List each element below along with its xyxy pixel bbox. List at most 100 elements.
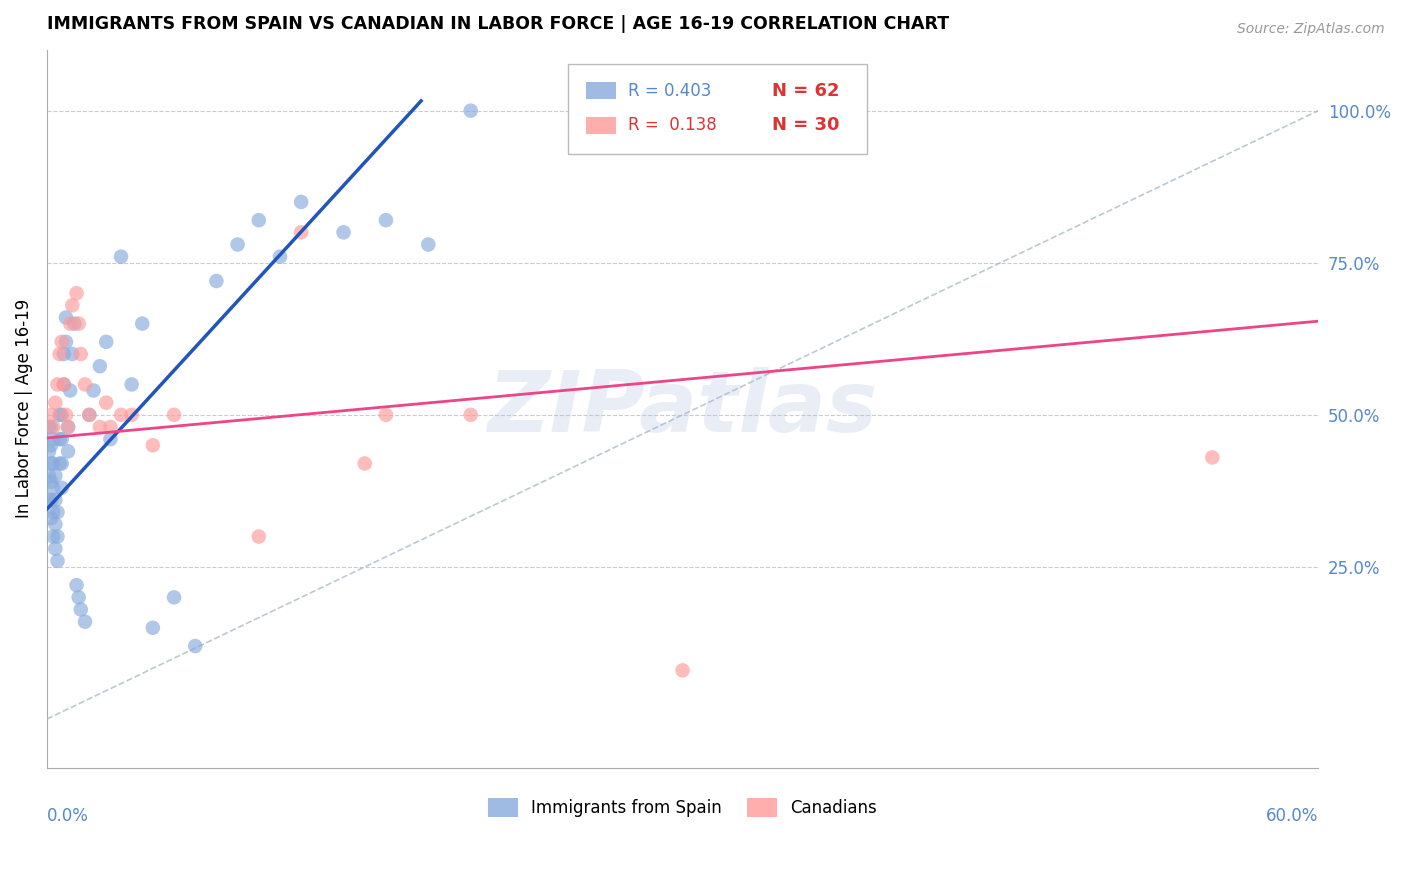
Point [44,517,66,532]
Point [48,408,70,422]
Point [38,493,60,508]
Y-axis label: In Labor Force | Age 16-19: In Labor Force | Age 16-19 [15,299,32,518]
Point [100,420,122,434]
FancyBboxPatch shape [586,82,616,99]
Point [52,377,75,392]
Point [44,541,66,556]
Point [55,408,77,422]
Point [59,384,82,398]
Point [374,408,396,422]
Point [142,621,165,635]
Point [226,237,249,252]
Point [67,317,90,331]
Point [59,317,82,331]
Text: R =  0.138: R = 0.138 [628,116,717,134]
Point [48,457,70,471]
Point [73,377,96,392]
Point [42,505,65,519]
Point [89,420,111,434]
Point [121,408,143,422]
Point [39,457,62,471]
Point [46,554,69,568]
Point [77,408,100,422]
Point [48,347,70,361]
Text: R = 0.403: R = 0.403 [628,82,711,100]
Point [205,274,228,288]
Point [247,529,270,543]
Point [63,317,86,331]
Point [142,438,165,452]
Point [110,408,132,422]
Point [60,298,83,312]
Text: 60.0%: 60.0% [1265,807,1319,825]
Point [39,493,62,508]
Point [56,420,79,434]
Point [89,359,111,374]
Point [96,395,118,409]
Point [100,432,122,446]
Point [56,420,79,434]
Point [55,334,77,349]
Point [44,493,66,508]
Point [39,475,62,489]
Point [163,591,186,605]
Text: IMMIGRANTS FROM SPAIN VS CANADIAN IN LABOR FORCE | AGE 16-19 CORRELATION CHART: IMMIGRANTS FROM SPAIN VS CANADIAN IN LAB… [46,15,949,33]
Point [42,457,65,471]
Point [46,505,69,519]
Point [65,286,87,301]
Text: Source: ZipAtlas.com: Source: ZipAtlas.com [1237,22,1385,37]
Point [42,481,65,495]
Point [110,250,132,264]
Point [51,457,73,471]
Point [44,395,66,409]
Point [671,664,693,678]
Point [418,237,440,252]
Point [73,615,96,629]
Point [51,432,73,446]
Point [163,408,186,422]
Point [290,225,312,239]
Point [290,194,312,209]
Point [69,347,91,361]
Point [39,438,62,452]
Point [460,408,482,422]
Point [69,602,91,616]
Point [77,408,100,422]
Point [96,334,118,349]
Point [56,444,79,458]
Point [38,444,60,458]
Point [39,420,62,434]
Point [131,317,153,331]
Point [65,578,87,592]
Point [60,347,83,361]
Point [39,408,62,422]
Point [52,377,75,392]
Point [460,103,482,118]
Point [353,457,375,471]
Point [83,384,105,398]
Point [39,511,62,525]
Point [51,408,73,422]
Point [52,347,75,361]
Point [51,481,73,495]
Point [121,377,143,392]
Point [374,213,396,227]
Point [51,334,73,349]
Point [42,432,65,446]
Point [42,529,65,543]
FancyBboxPatch shape [586,117,616,134]
Point [38,420,60,434]
Point [67,591,90,605]
Point [48,432,70,446]
Point [38,468,60,483]
Text: 0.0%: 0.0% [46,807,89,825]
Point [184,639,207,653]
FancyBboxPatch shape [568,64,868,154]
Point [247,213,270,227]
Point [269,250,291,264]
Point [46,377,69,392]
Text: ZIPatlas: ZIPatlas [488,368,877,450]
Point [1201,450,1223,465]
Point [44,468,66,483]
Legend: Immigrants from Spain, Canadians: Immigrants from Spain, Canadians [481,791,884,824]
